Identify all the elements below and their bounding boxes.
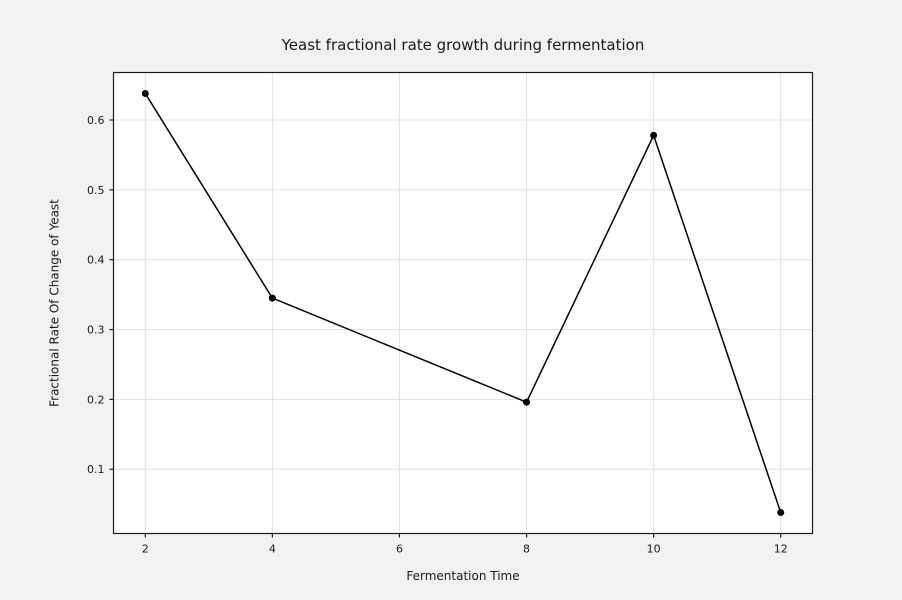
data-point xyxy=(268,294,276,302)
x-tick-label: 10 xyxy=(647,543,661,556)
x-axis-label: Fermentation Time xyxy=(406,569,520,583)
x-tick-label: 2 xyxy=(142,543,149,556)
y-tick-label: 0.3 xyxy=(87,324,105,337)
y-tick-label: 0.6 xyxy=(87,114,105,127)
plot-frame xyxy=(112,71,814,535)
plot-area xyxy=(113,72,813,534)
y-tick-label: 0.5 xyxy=(87,184,105,197)
x-tick-label: 12 xyxy=(774,543,788,556)
chart-title: Yeast fractional rate growth during ferm… xyxy=(281,36,645,54)
x-tick-label: 6 xyxy=(396,543,403,556)
x-tick-label: 8 xyxy=(523,543,530,556)
data-point xyxy=(650,131,658,139)
x-tick-label: 4 xyxy=(269,543,276,556)
y-tick-label: 0.2 xyxy=(87,393,105,406)
y-axis-label: Fractional Rate Of Change of Yeast xyxy=(47,199,62,407)
data-point xyxy=(141,89,149,97)
y-tick-label: 0.4 xyxy=(87,254,105,267)
y-tick-label: 0.1 xyxy=(87,463,105,476)
data-point xyxy=(523,398,531,406)
data-point xyxy=(777,509,785,517)
